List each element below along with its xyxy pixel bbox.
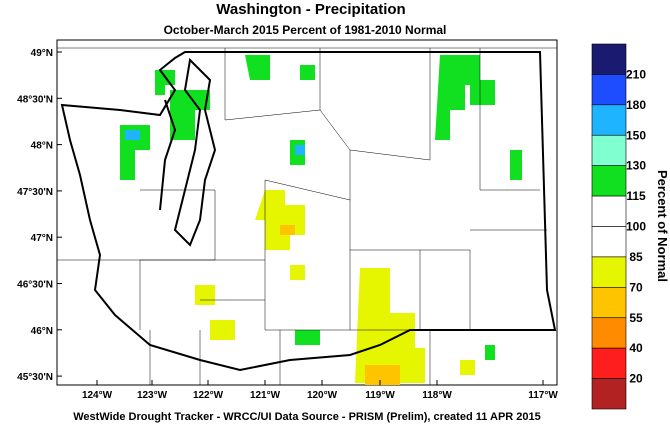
lon-label: 123°W: [137, 390, 168, 401]
colorbar: 210 180 150 130 115 100 85 70 55 40 20: [591, 43, 646, 410]
footer: WestWide Drought Tracker - WRCC/UI Data …: [73, 411, 541, 423]
lat-label: 49°N: [31, 48, 53, 59]
lat-labels: 49°N 48°30'N 48°N 47°30'N 47°N 46°30'N 46°N 45°…: [17, 48, 62, 383]
lon-label: 122°W: [193, 390, 224, 401]
colorbar-label: 180: [626, 98, 646, 112]
colorbar-segment: [591, 347, 627, 379]
colorbar-segment: [591, 134, 627, 166]
colorbar-segment: [591, 378, 627, 410]
lon-labels: 124°W 123°W 122°W 121°W 120°W 119°W 118°W 117°W: [82, 380, 558, 401]
colorbar-label: 20: [629, 372, 643, 386]
colorbar-segment: [591, 165, 627, 197]
colorbar-label: 55: [629, 311, 643, 325]
colorbar-segment: [591, 226, 627, 258]
colorbar-label: 40: [629, 341, 643, 355]
lat-label: 47°30'N: [17, 187, 53, 198]
lat-label: 48°N: [31, 141, 53, 152]
colorbar-label: 150: [626, 128, 646, 142]
lon-label: 117°W: [528, 390, 558, 401]
map: 124°W 123°W 122°W 121°W 120°W 119°W 118°W 117°W…: [17, 39, 558, 401]
lon-label: 120°W: [307, 390, 338, 401]
colorbar-segment: [591, 195, 627, 227]
lat-label: 45°30'N: [17, 372, 53, 383]
lat-label: 46°30'N: [17, 280, 53, 291]
lon-label: 118°W: [422, 390, 452, 401]
colorbar-segment: [591, 287, 627, 319]
lon-label: 124°W: [82, 390, 113, 401]
colorbar-segment: [591, 256, 627, 288]
coastline: [159, 57, 217, 247]
subtitle: October-March 2015 Percent of 1981-2010 …: [164, 23, 447, 37]
state-outline: [60, 51, 557, 372]
colorbar-label: 85: [629, 250, 643, 264]
colorbar-segment: [591, 43, 627, 75]
wet-patch: [120, 55, 522, 360]
lat-label: 47°N: [31, 233, 53, 244]
colorbar-label: 115: [626, 189, 646, 203]
colorbar-segment: [591, 317, 627, 349]
colorbar-segment: [591, 104, 627, 136]
lon-label: 121°W: [250, 390, 281, 401]
lon-label: 119°W: [365, 390, 395, 401]
colorbar-label: 70: [629, 280, 643, 294]
colorbar-label: 100: [626, 220, 646, 234]
colorbar-title: Percent of Normal: [655, 170, 670, 282]
colorbar-label: 210: [626, 67, 646, 81]
county-lines: [57, 47, 557, 385]
very-dry-patch: [280, 225, 400, 385]
lat-label: 48°30'N: [17, 94, 53, 105]
colorbar-label: 130: [626, 159, 646, 173]
lat-label: 46°N: [31, 326, 53, 337]
colorbar-segment: [591, 74, 627, 106]
title: Washington - Precipitation: [216, 1, 405, 18]
